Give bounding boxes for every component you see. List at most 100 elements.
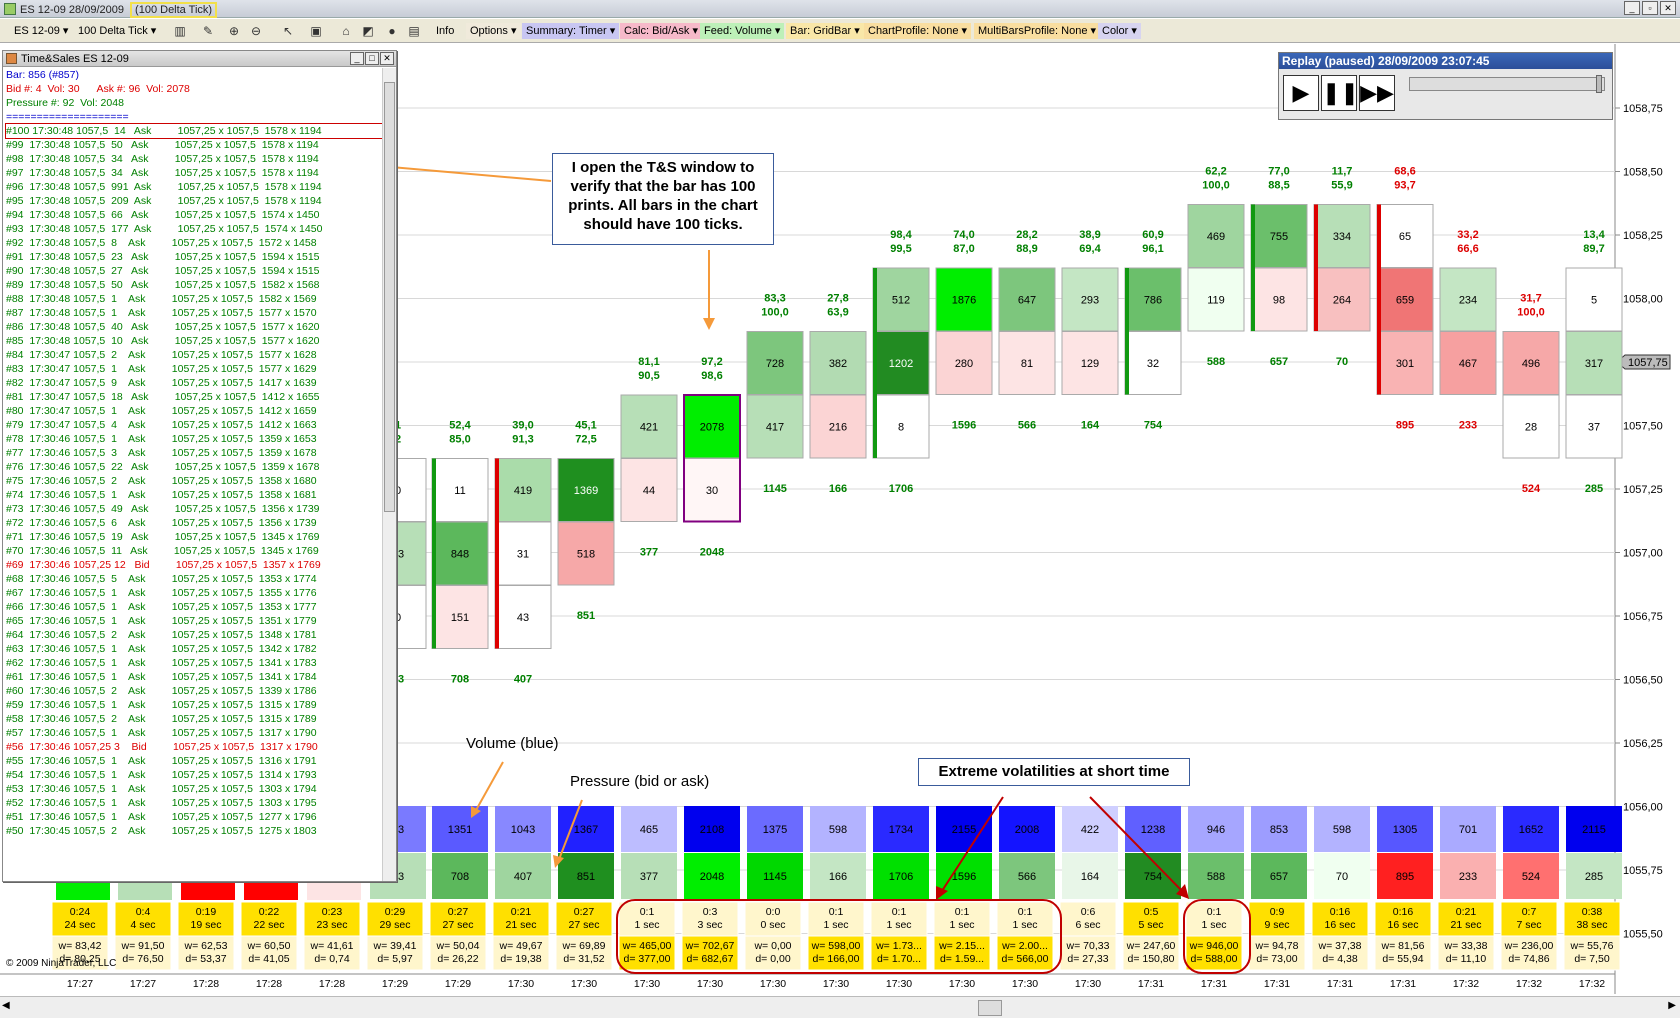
restore-icon[interactable]: ▫ bbox=[1642, 1, 1658, 15]
volume-cell bbox=[1503, 806, 1559, 852]
maximize-icon[interactable]: □ bbox=[365, 52, 379, 65]
data-box-icon[interactable]: ▤ bbox=[408, 24, 420, 38]
horizontal-scrollbar[interactable]: ◀ ▶ bbox=[0, 996, 1680, 1018]
bar-type-icon[interactable]: ▥ bbox=[174, 24, 186, 38]
pressure-cell bbox=[810, 853, 866, 899]
calc-menu[interactable]: Calc: Bid/Ask ▾ bbox=[620, 23, 702, 39]
bar-stat-top: 39,0 bbox=[512, 420, 533, 432]
bar-type-menu[interactable]: Bar: GridBar ▾ bbox=[786, 23, 864, 39]
wd-w-value: w= 1.73... bbox=[875, 940, 922, 952]
horizontal-scroll-thumb[interactable] bbox=[978, 1000, 1002, 1016]
chart-profile-menu[interactable]: ChartProfile: None ▾ bbox=[864, 23, 972, 39]
bar-pressure-total: 708 bbox=[451, 674, 469, 686]
time-and-sales-caption: Time&Sales ES 12-09 _ □ ✕ bbox=[3, 51, 396, 67]
pressure-cell bbox=[118, 880, 172, 900]
ts-print-row: #84 17:30:47 1057,5 2 Ask 1057,25 x 1057… bbox=[6, 349, 317, 361]
timer-value: 0:3 bbox=[703, 906, 718, 918]
ts-print-row: #62 17:30:46 1057,5 1 Ask 1057,25 x 1057… bbox=[6, 657, 317, 669]
bar-stat-top: 62,2 bbox=[1205, 166, 1226, 178]
minimize-icon[interactable]: _ bbox=[350, 52, 364, 65]
minimize-icon[interactable]: _ bbox=[1624, 1, 1640, 15]
pressure-value: 164 bbox=[1081, 871, 1099, 883]
bar-pressure-total: 657 bbox=[1270, 356, 1288, 368]
feed-menu[interactable]: Feed: Volume ▾ bbox=[700, 23, 785, 39]
period-selector[interactable]: 100 Delta Tick ▾ bbox=[78, 25, 157, 37]
play-button[interactable]: ▶ bbox=[1283, 75, 1319, 111]
folder-icon[interactable]: ⌂ bbox=[342, 24, 350, 38]
footprint-cell-value: 81 bbox=[1021, 358, 1033, 370]
cursor-icon[interactable]: ↖ bbox=[282, 24, 294, 38]
window-icon bbox=[6, 53, 17, 64]
wd-cell bbox=[807, 935, 865, 971]
instrument-selector[interactable]: ES 12-09 ▾ bbox=[14, 25, 69, 37]
price-label: 1057,00 bbox=[1623, 548, 1663, 560]
footprint-cell-value: 31 bbox=[517, 549, 529, 561]
ts-print-row: #50 17:30:45 1057,5 2 Ask 1057,25 x 1057… bbox=[6, 825, 317, 837]
wd-d-value: d= 5,97 bbox=[377, 953, 412, 965]
bar-edge-marker bbox=[1377, 204, 1381, 395]
time-axis-label: 17:31 bbox=[1264, 978, 1290, 990]
ts-print-row: #54 17:30:46 1057,5 1 Ask 1057,25 x 1057… bbox=[6, 769, 317, 781]
footprint-cell bbox=[1565, 267, 1623, 332]
summary-menu[interactable]: Summary: Timer ▾ bbox=[522, 23, 620, 39]
volume-cell bbox=[1440, 806, 1496, 852]
ts-scroll-thumb[interactable] bbox=[384, 82, 395, 512]
timer-value: 0:1 bbox=[640, 906, 655, 918]
orange-arrow-head bbox=[553, 855, 564, 868]
scroll-left-icon[interactable]: ◀ bbox=[2, 1000, 10, 1011]
zoom-in-icon[interactable]: ⊕ bbox=[228, 24, 240, 38]
time-and-sales-window: Time&Sales ES 12-09 _ □ ✕ Bar: 856 (#857) … bbox=[2, 50, 397, 882]
time-axis-label: 17:29 bbox=[445, 978, 471, 990]
draw-pencil-icon[interactable]: ✎ bbox=[202, 24, 214, 38]
bar-stat-top: 63,9 bbox=[827, 307, 848, 319]
time-axis-label: 17:30 bbox=[508, 978, 534, 990]
footprint-chart[interactable]: 1058,75 1058,50 1058,25 1058,00 1057,75 1057,… bbox=[0, 44, 1680, 994]
timer-seconds: 1 sec bbox=[1012, 919, 1037, 931]
ts-print-row: #69 17:30:46 1057,25 12 Bid 1057,25 x 10… bbox=[6, 559, 321, 571]
scroll-right-icon[interactable]: ▶ bbox=[1668, 1000, 1676, 1011]
properties-icon[interactable]: ▣ bbox=[310, 24, 322, 38]
timer-seconds: 24 sec bbox=[65, 919, 96, 931]
pause-button[interactable]: ❚❚ bbox=[1321, 75, 1359, 111]
ts-print-row: #51 17:30:46 1057,5 1 Ask 1057,25 x 1057… bbox=[6, 811, 317, 823]
zoom-out-icon[interactable]: ⊖ bbox=[250, 24, 262, 38]
fast-forward-button[interactable]: ▶▶ bbox=[1359, 75, 1395, 111]
bar-edge-marker bbox=[1251, 204, 1255, 331]
pressure-cell bbox=[495, 853, 551, 899]
wd-cell bbox=[870, 935, 928, 971]
status-icon[interactable]: ● bbox=[388, 24, 396, 38]
chart-icon[interactable]: ◩ bbox=[362, 24, 374, 38]
info-button[interactable]: Info bbox=[436, 25, 455, 37]
timer-seconds: 29 sec bbox=[380, 919, 411, 931]
time-and-sales-list[interactable]: Bar: 856 (#857) Bid #: 4 Vol: 30 Ask #: … bbox=[3, 68, 382, 881]
multibars-profile-menu[interactable]: MultiBarsProfile: None ▾ bbox=[974, 23, 1101, 39]
chart-toolbar: ES 12-09 ▾ 100 Delta Tick ▾ ▥ ✎ ⊕ ⊖ ↖ ▣ … bbox=[0, 19, 1680, 43]
options-menu[interactable]: Options ▾ bbox=[466, 23, 521, 39]
close-icon[interactable]: ✕ bbox=[380, 52, 394, 65]
volume-cell bbox=[1062, 806, 1118, 852]
footprint-cell bbox=[998, 267, 1056, 332]
color-menu[interactable]: Color ▾ bbox=[1098, 23, 1141, 39]
pressure-value: 407 bbox=[514, 871, 532, 883]
bar-stat-top: 72,5 bbox=[575, 434, 596, 446]
ts-print-row: #90 17:30:48 1057,5 27 Ask 1057,25 x 105… bbox=[6, 265, 320, 277]
close-icon[interactable]: ✕ bbox=[1660, 1, 1676, 15]
wd-w-value: w= 49,67 bbox=[499, 940, 543, 952]
replay-progress-slider[interactable] bbox=[1409, 75, 1605, 93]
footprint-cell bbox=[431, 585, 489, 649]
ts-print-row: #72 17:30:46 1057,5 6 Ask 1057,25 x 1057… bbox=[6, 517, 317, 529]
footprint-cell-value: 119 bbox=[1207, 295, 1225, 307]
ts-scrollbar[interactable] bbox=[382, 68, 396, 881]
footprint-cell-value: 280 bbox=[955, 358, 973, 370]
footprint-cell-value: 234 bbox=[1459, 295, 1477, 307]
footprint-cell-value: 28 bbox=[1525, 422, 1537, 434]
volume-cell bbox=[1377, 806, 1433, 852]
pressure-value: 285 bbox=[1585, 871, 1603, 883]
footprint-cell-value: 512 bbox=[892, 295, 910, 307]
volume-value: 2155 bbox=[952, 824, 976, 836]
price-label: 1055,50 bbox=[1623, 929, 1663, 941]
footprint-cell bbox=[1187, 204, 1245, 268]
bar-stat-top: 89,7 bbox=[1583, 243, 1604, 255]
footprint-cell-value: 301 bbox=[1396, 358, 1414, 370]
ts-print-row: #64 17:30:46 1057,5 2 Ask 1057,25 x 1057… bbox=[6, 629, 317, 641]
